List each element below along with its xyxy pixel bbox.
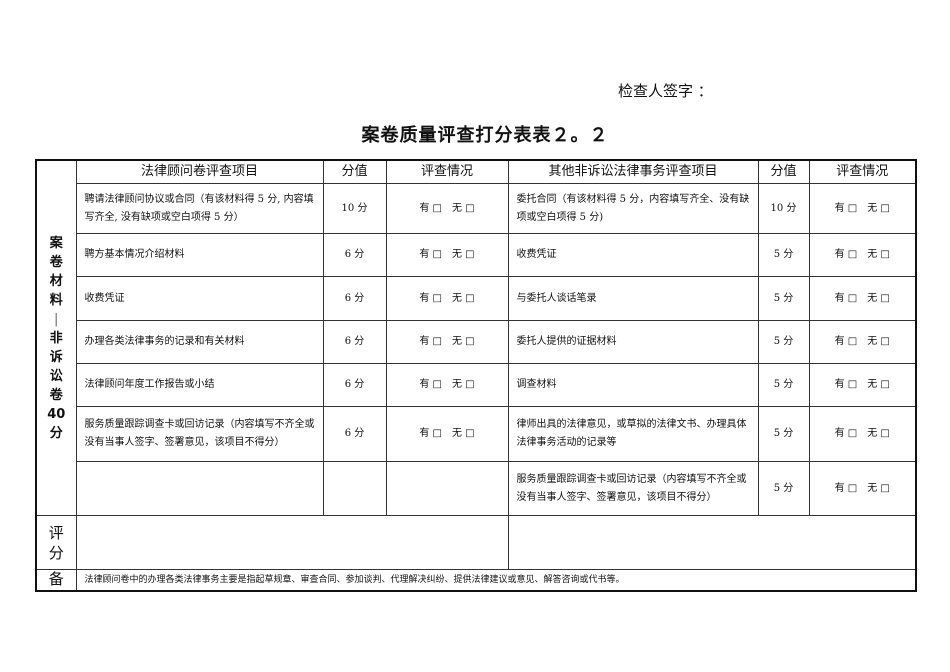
left-score: 10 分 [322, 183, 387, 234]
score-label-char: 分 [48, 543, 64, 562]
left-eval[interactable]: 有 □ 无 □ [385, 276, 509, 321]
table-row: 办理各类法律事务的记录和有关材料 6 分有 □ 无 □ 委托人提供的证据材料 5 分有… [36, 320, 917, 364]
right-eval[interactable]: 有 □ 无 □ [808, 233, 917, 277]
page-title: 案卷质量评查打分表表２。２ [361, 125, 609, 146]
header-right-item: 其他非诉讼法律事务评查项目 [507, 159, 759, 184]
left-score: 6 分 [322, 320, 387, 364]
header-left-score: 分值 [322, 159, 387, 184]
score-row: 评分 [35, 515, 917, 570]
right-eval[interactable]: 有 □ 无 □ [808, 406, 917, 462]
left-score: 6 分 [322, 406, 387, 462]
left-eval[interactable]: 有 □ 无 □ [385, 363, 509, 407]
left-item: 聘方基本情况介绍材料 [75, 233, 324, 277]
header-left-eval: 评查情况 [385, 159, 509, 184]
section-label-char: 料 [49, 292, 63, 308]
left-eval[interactable]: 有 □ 无 □ [385, 183, 509, 234]
right-item: 调查材料 [507, 363, 759, 407]
section-label-char: 卷 [49, 254, 63, 270]
right-item: 收费凭证 [507, 233, 759, 277]
left-item: 办理各类法律事务的记录和有关材料 [75, 320, 324, 364]
right-item: 与委托人谈话笔录 [507, 276, 759, 321]
score-label: 评分 [35, 515, 77, 570]
note-text: 法律顾问卷中的办理各类法律事务主要是指起草规章、审查合同、参加谈判、代理解决纠纷… [75, 569, 917, 591]
right-item: 委托合同（有该材料得 5 分，内容填写齐全、没有缺项或空白项得 5 分) [507, 183, 759, 234]
section-label-char: | [54, 311, 59, 327]
evaluation-table: 案卷材料 | 非诉讼卷 40 分 法律顾问卷评查项目 分值 评查情况 其他非诉讼法律事务… [35, 159, 917, 592]
table-row: 服务质量跟踪调查卡或回访记录（内容填写不齐全或没有当事人签字、签署意见，该项目不… [36, 406, 917, 462]
left-eval[interactable]: 有 □ 无 □ [385, 406, 509, 462]
right-score: 5 分 [757, 406, 810, 462]
right-eval[interactable]: 有 □ 无 □ [808, 461, 917, 516]
table-row: 聘请法律顾问协议或合同（有该材料得 5 分, 内容填写齐全, 没有缺项或空白项得… [36, 183, 917, 234]
left-eval [385, 461, 509, 516]
left-item [75, 461, 324, 516]
section-label-char: 材 [49, 273, 63, 289]
score-label-char: 评 [48, 523, 64, 542]
section-label-char: 卷 [49, 387, 63, 403]
section-label-char: 40 [47, 406, 66, 422]
left-item: 法律顾问年度工作报告或小结 [75, 363, 324, 407]
left-score [322, 461, 387, 516]
section-label: 案卷材料 | 非诉讼卷 40 分 [35, 159, 77, 516]
left-item: 服务质量跟踪调查卡或回访记录（内容填写不齐全或没有当事人签字、签署意见，该项目不… [75, 406, 324, 462]
right-item: 服务质量跟踪调查卡或回访记录（内容填写不齐全或没有当事人签字、签署意见，该项目不… [507, 461, 759, 516]
right-score-field[interactable] [507, 515, 917, 570]
right-eval[interactable]: 有 □ 无 □ [808, 320, 917, 364]
header-left-item: 法律顾问卷评查项目 [75, 159, 324, 184]
table-row: 聘方基本情况介绍材料 6 分有 □ 无 □ 收费凭证 5 分有 □ 无 □ [36, 233, 917, 277]
left-eval[interactable]: 有 □ 无 □ [385, 233, 509, 277]
right-eval[interactable]: 有 □ 无 □ [808, 363, 917, 407]
inspector-signature-label: 检查人签字 ： [618, 82, 713, 100]
table-row: 收费凭证 6 分有 □ 无 □ 与委托人谈话笔录 5 分有 □ 无 □ [36, 276, 917, 321]
left-score: 6 分 [322, 363, 387, 407]
right-score: 5 分 [757, 363, 810, 407]
right-item: 委托人提供的证据材料 [507, 320, 759, 364]
left-item: 收费凭证 [75, 276, 324, 321]
right-score: 10 分 [757, 183, 810, 234]
left-score: 6 分 [322, 276, 387, 321]
section-label-char: 案 [49, 235, 63, 251]
right-score: 5 分 [757, 320, 810, 364]
left-eval[interactable]: 有 □ 无 □ [385, 320, 509, 364]
note-row: 备 法律顾问卷中的办理各类法律事务主要是指起草规章、审查合同、参加谈判、代理解决… [35, 569, 917, 591]
left-score: 6 分 [322, 233, 387, 277]
right-score: 5 分 [757, 276, 810, 321]
header-right-score: 分值 [757, 159, 810, 184]
right-item: 律师出具的法律意见，或草拟的法律文书、办理具体法律事务活动的记录等 [507, 406, 759, 462]
section-label-char: 诉 [49, 349, 63, 365]
section-label-char: 分 [49, 425, 63, 441]
left-item: 聘请法律顾问协议或合同（有该材料得 5 分, 内容填写齐全, 没有缺项或空白项得… [75, 183, 324, 234]
right-eval[interactable]: 有 □ 无 □ [808, 183, 917, 234]
right-eval[interactable]: 有 □ 无 □ [808, 276, 917, 321]
table-row: 法律顾问年度工作报告或小结 6 分有 □ 无 □ 调查材料 5 分有 □ 无 □ [36, 363, 917, 407]
right-score: 5 分 [757, 461, 810, 516]
left-score-field[interactable] [75, 515, 509, 570]
right-score: 5 分 [757, 233, 810, 277]
section-label-char: 非 [49, 330, 63, 346]
note-label: 备 [35, 569, 77, 591]
table-row: 服务质量跟踪调查卡或回访记录（内容填写不齐全或没有当事人签字、签署意见，该项目不… [36, 461, 917, 516]
header-right-eval: 评查情况 [808, 159, 917, 184]
section-label-char: 讼 [49, 368, 63, 384]
header-row: 案卷材料 | 非诉讼卷 40 分 法律顾问卷评查项目 分值 评查情况 其他非诉讼法律事务… [35, 159, 917, 516]
